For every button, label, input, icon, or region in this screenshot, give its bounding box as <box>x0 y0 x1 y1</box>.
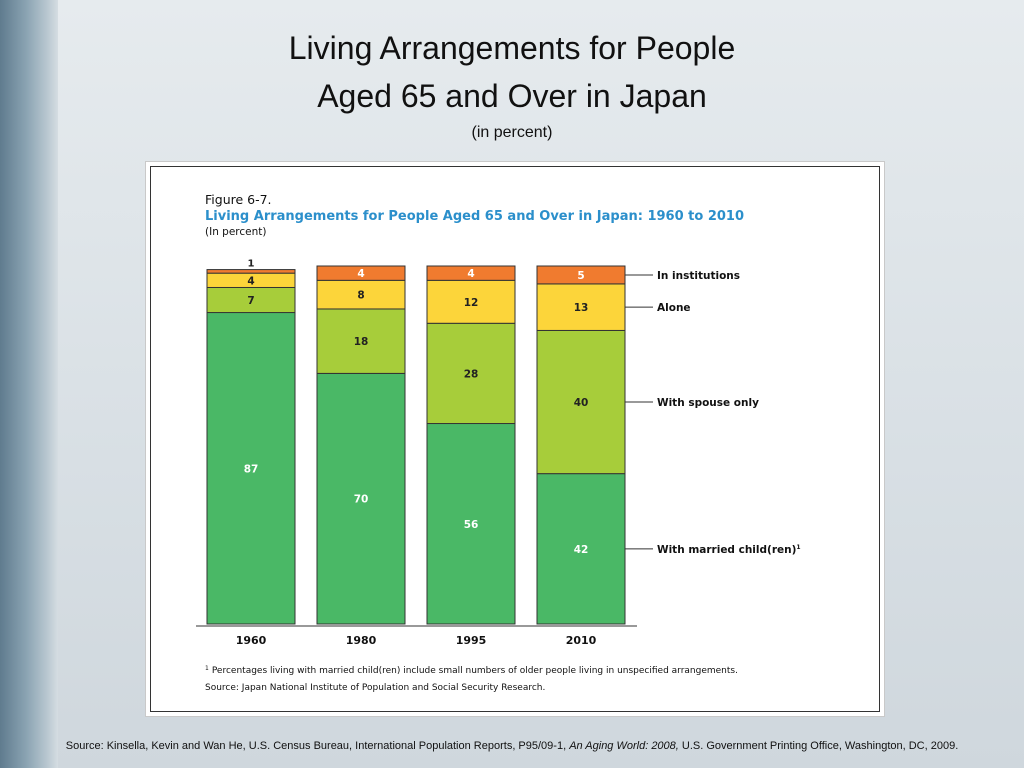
bar-segment <box>316 265 406 281</box>
legend-label: With married child(ren)1 <box>657 544 801 556</box>
figure-footnote: 1 Percentages living with married child(r… <box>205 665 738 676</box>
data-label: 4 <box>357 268 364 280</box>
bar-segment <box>316 372 406 625</box>
footnote-text: Percentages living with married child(re… <box>212 666 738 676</box>
data-label: 42 <box>574 544 589 556</box>
x-tick-label: 1980 <box>346 634 377 647</box>
data-label: 40 <box>574 397 589 409</box>
slide-source-citation: Source: Kinsella, Kevin and Wan He, U.S.… <box>0 740 1024 752</box>
bar-segment <box>426 322 516 425</box>
data-label: 18 <box>354 336 369 348</box>
legend-footnote-mark: 1 <box>796 544 800 551</box>
slide-title-line-2: Aged 65 and Over in Japan <box>317 78 707 114</box>
source-prefix: Source: Kinsella, Kevin and Wan He, U.S.… <box>65 740 570 752</box>
x-axis-labels: 1960 1980 1995 2010 <box>236 634 597 647</box>
bar-segment <box>536 473 626 625</box>
slide-title-line-1: Living Arrangements for People <box>288 30 736 66</box>
slide-subtitle: (in percent) <box>471 124 553 141</box>
figure-label: Figure 6-7. <box>205 192 272 207</box>
source-italic-title: An Aging World: 2008, <box>569 740 679 752</box>
bar-segment <box>536 329 626 475</box>
data-label: 56 <box>464 519 479 531</box>
bar-segment <box>536 283 626 331</box>
legend-label: Alone <box>657 302 691 314</box>
footnote-mark: 1 <box>205 665 209 672</box>
legend-label: With spouse only <box>657 397 759 409</box>
data-label: 4 <box>247 275 254 287</box>
data-label: 8 <box>357 290 364 302</box>
legend-group: With married child(ren)1 With spouse only… <box>625 270 801 556</box>
data-label: 12 <box>464 297 479 309</box>
bar-segment <box>206 286 296 314</box>
data-label: 87 <box>244 463 259 475</box>
x-tick-label: 1960 <box>236 634 267 647</box>
data-label: 70 <box>354 494 369 506</box>
data-label: 7 <box>247 295 254 307</box>
bar-segment <box>316 279 406 310</box>
bar-segment <box>426 265 516 281</box>
figure-source: Source: Japan National Institute of Popu… <box>205 683 545 693</box>
x-tick-label: 2010 <box>566 634 597 647</box>
stacked-bar-chart: Figure 6-7. Living Arrangements for Peop… <box>196 192 801 693</box>
bar-segment <box>206 269 296 274</box>
bar-segment <box>426 279 516 324</box>
data-label: 5 <box>577 270 584 282</box>
figure-subtitle: (In percent) <box>205 226 267 238</box>
legend-label: In institutions <box>657 270 740 282</box>
bar-segment <box>426 423 516 625</box>
bar-segment <box>316 308 406 374</box>
figure-title: Living Arrangements for People Aged 65 a… <box>205 209 744 224</box>
figure-border <box>150 166 880 712</box>
data-label: 4 <box>467 268 474 280</box>
data-label: 28 <box>464 368 479 380</box>
data-label: 1 <box>248 259 255 270</box>
figure-panel: Figure 6-7. Living Arrangements for Peop… <box>145 161 885 717</box>
left-decorative-stripe <box>0 0 58 768</box>
source-suffix: U.S. Government Printing Office, Washing… <box>678 740 959 752</box>
x-tick-label: 1995 <box>456 634 487 647</box>
data-label: 13 <box>574 302 589 314</box>
